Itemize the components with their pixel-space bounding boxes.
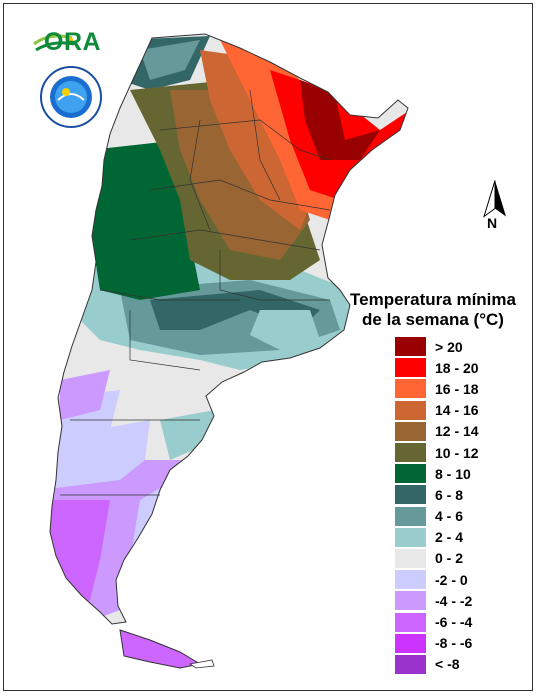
legend-item: < -8	[395, 654, 479, 675]
legend-label: 2 - 4	[435, 529, 464, 546]
legend-item: 18 - 20	[395, 357, 479, 378]
legend-label: 16 - 18	[435, 380, 479, 397]
north-label: N	[487, 215, 498, 231]
legend-label: 14 - 16	[435, 402, 479, 419]
legend-item: -6 - -4	[395, 611, 479, 632]
legend-swatch	[395, 591, 426, 611]
legend-item: -4 - -2	[395, 590, 479, 611]
legend-swatch	[395, 379, 426, 399]
isla-de-los-estados	[188, 659, 215, 669]
legend-label: -8 - -6	[435, 635, 473, 652]
legend-swatch	[395, 654, 426, 674]
legend-swatch	[395, 400, 426, 420]
legend-title-line1: Temperatura mínima	[350, 290, 516, 309]
legend-swatch	[395, 464, 426, 484]
legend-item: 2 - 4	[395, 527, 479, 548]
legend-swatch	[395, 506, 426, 526]
legend-item: > 20	[395, 336, 479, 357]
ora-logo-text: ORA	[44, 28, 102, 56]
legend-swatch	[395, 421, 426, 441]
legend: > 20 18 - 20 16 - 18 14 - 16 12 - 14 10 - 12 8…	[395, 336, 479, 675]
legend-label: < -8	[435, 656, 460, 673]
legend-swatch	[395, 337, 426, 357]
legend-item: -2 - 0	[395, 569, 479, 590]
legend-swatch	[395, 548, 426, 568]
legend-item: 16 - 18	[395, 378, 479, 399]
legend-swatch	[395, 527, 426, 547]
legend-label: -2 - 0	[435, 571, 468, 588]
country-outline	[49, 33, 409, 625]
legend-label: 18 - 20	[435, 359, 479, 376]
legend-item: -8 - -6	[395, 633, 479, 654]
tierra-del-fuego	[119, 629, 202, 669]
legend-label: 6 - 8	[435, 486, 464, 503]
legend-item: 6 - 8	[395, 484, 479, 505]
legend-label: -4 - -2	[435, 592, 473, 609]
legend-swatch	[395, 633, 426, 653]
legend-item: 12 - 14	[395, 421, 479, 442]
legend-title-line2: de la semana (°C)	[362, 310, 504, 329]
legend-label: 4 - 6	[435, 508, 464, 525]
legend-swatch	[395, 358, 426, 378]
legend-label: 12 - 14	[435, 423, 479, 440]
province-borders	[60, 89, 331, 496]
north-arrow-icon	[483, 180, 506, 218]
legend-item: 14 - 16	[395, 400, 479, 421]
legend-item: 0 - 2	[395, 548, 479, 569]
legend-item: 10 - 12	[395, 442, 479, 463]
legend-swatch	[395, 485, 426, 505]
legend-label: 8 - 10	[435, 465, 471, 482]
legend-swatch	[395, 612, 426, 632]
legend-label: -6 - -4	[435, 614, 473, 631]
legend-label: 0 - 2	[435, 550, 464, 567]
legend-label: > 20	[435, 338, 463, 355]
legend-swatch	[395, 443, 426, 463]
legend-swatch	[395, 570, 426, 590]
smn-seal-icon	[40, 66, 102, 128]
legend-item: 4 - 6	[395, 506, 479, 527]
legend-title: Temperatura mínima de la semana (°C)	[336, 290, 530, 330]
legend-label: 10 - 12	[435, 444, 479, 461]
legend-item: 8 - 10	[395, 463, 479, 484]
ora-logo-icon	[33, 34, 75, 52]
